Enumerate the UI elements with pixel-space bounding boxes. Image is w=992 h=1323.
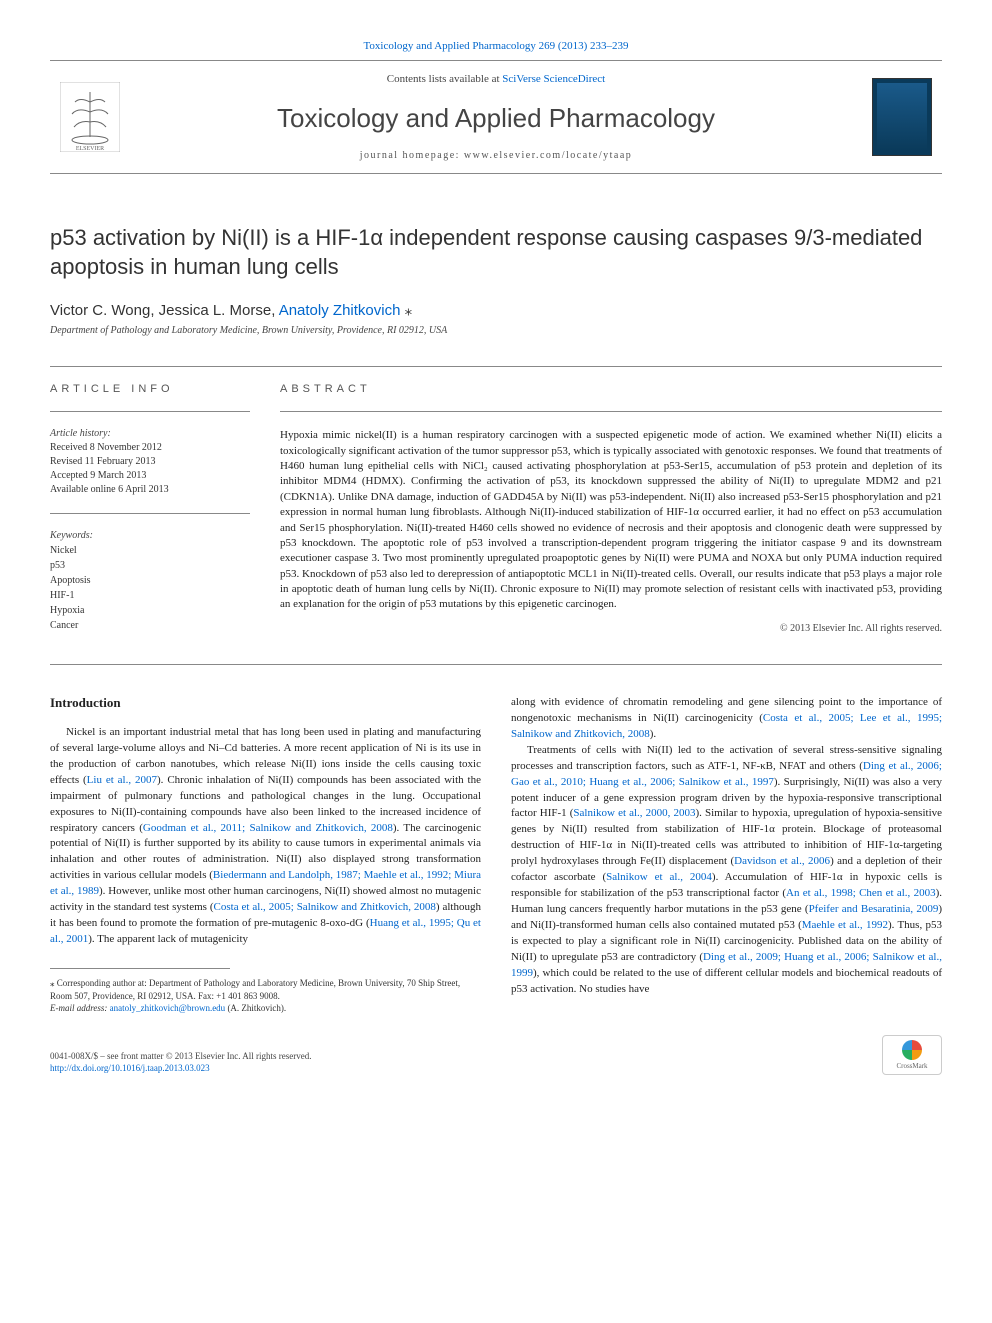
- email-suffix: (A. Zhitkovich).: [225, 1003, 286, 1013]
- keywords-label: Keywords:: [50, 530, 250, 541]
- divider-bottom: [50, 664, 942, 665]
- body-left-column: Introduction Nickel is an important indu…: [50, 695, 481, 1015]
- corresponding-footnote: ⁎ Corresponding author at: Department of…: [50, 977, 481, 1002]
- footnote-separator: [50, 968, 230, 969]
- citation-link[interactable]: Toxicology and Applied Pharmacology 269 …: [363, 40, 628, 52]
- intro-paragraph-2: Treatments of cells with Ni(II) led to t…: [511, 743, 942, 998]
- publisher-logo-container: ELSEVIER: [50, 82, 130, 152]
- abstract-header: abstract: [280, 383, 942, 395]
- doi-link[interactable]: http://dx.doi.org/10.1016/j.taap.2013.03…: [50, 1063, 210, 1073]
- journal-title: Toxicology and Applied Pharmacology: [130, 103, 862, 134]
- ref-link[interactable]: Liu et al., 2007: [87, 774, 157, 786]
- authors-prefix: Victor C. Wong, Jessica L. Morse,: [50, 302, 279, 319]
- email-footnote: E-mail address: anatoly_zhitkovich@brown…: [50, 1002, 481, 1015]
- history-label: Article history:: [50, 428, 250, 439]
- crossmark-icon: [902, 1040, 922, 1060]
- corresponding-author[interactable]: Anatoly Zhitkovich: [279, 302, 401, 319]
- ref-link[interactable]: Costa et al., 2005; Salnikow and Zhitkov…: [214, 901, 436, 913]
- affiliation: Department of Pathology and Laboratory M…: [50, 325, 942, 336]
- journal-cover-container: [862, 78, 942, 156]
- abstract-column: abstract Hypoxia mimic nickel(II) is a h…: [280, 383, 942, 634]
- abstract-text: Hypoxia mimic nickel(II) is a human resp…: [280, 428, 942, 613]
- body-two-column: Introduction Nickel is an important indu…: [50, 695, 942, 1015]
- crossmark-badge[interactable]: CrossMark: [882, 1035, 942, 1075]
- ref-link[interactable]: Goodman et al., 2011; Salnikow and Zhitk…: [143, 822, 393, 834]
- sciencedirect-link[interactable]: SciVerse ScienceDirect: [502, 73, 605, 85]
- homepage-prefix: journal homepage:: [360, 150, 464, 161]
- elsevier-tree-logo: ELSEVIER: [60, 82, 120, 152]
- homepage-url: www.elsevier.com/locate/ytaap: [464, 150, 632, 161]
- info-divider-2: [50, 513, 250, 514]
- ref-link[interactable]: Salnikow et al., 2000, 2003: [573, 807, 695, 819]
- introduction-heading: Introduction: [50, 695, 481, 711]
- corresponding-marker: ⁎: [400, 302, 412, 319]
- body-right-column: along with evidence of chromatin remodel…: [511, 695, 942, 1015]
- article-info-column: article info Article history: Received 8…: [50, 383, 250, 634]
- crossmark-label: CrossMark: [896, 1062, 927, 1070]
- intro-paragraph-1: Nickel is an important industrial metal …: [50, 725, 481, 948]
- page-footer: 0041-008X/$ – see front matter © 2013 El…: [50, 1035, 942, 1075]
- ref-link[interactable]: Pfeifer and Besaratinia, 2009: [809, 903, 939, 915]
- authors-line: Victor C. Wong, Jessica L. Morse, Anatol…: [50, 301, 942, 319]
- contents-line: Contents lists available at SciVerse Sci…: [130, 73, 862, 85]
- email-label: E-mail address:: [50, 1003, 110, 1013]
- abstract-divider: [280, 411, 942, 412]
- citation-header: Toxicology and Applied Pharmacology 269 …: [50, 40, 942, 52]
- article-title: p53 activation by Ni(II) is a HIF-1α ind…: [50, 224, 942, 281]
- email-link[interactable]: anatoly_zhitkovich@brown.edu: [110, 1003, 226, 1013]
- keywords-list: Nickel p53 Apoptosis HIF-1 Hypoxia Cance…: [50, 543, 250, 633]
- ref-link[interactable]: Davidson et al., 2006: [734, 855, 830, 867]
- ref-link[interactable]: Maehle et al., 1992: [802, 919, 888, 931]
- journal-cover-thumbnail: [872, 78, 932, 156]
- intro-paragraph-1-cont: along with evidence of chromatin remodel…: [511, 695, 942, 743]
- issn-line: 0041-008X/$ – see front matter © 2013 El…: [50, 1050, 312, 1063]
- journal-banner: ELSEVIER Contents lists available at Sci…: [50, 60, 942, 174]
- ref-link[interactable]: Salnikow et al., 2004: [606, 871, 712, 883]
- info-divider-1: [50, 411, 250, 412]
- divider-top: [50, 366, 942, 367]
- ref-link[interactable]: An et al., 1998; Chen et al., 2003: [786, 887, 936, 899]
- svg-text:ELSEVIER: ELSEVIER: [76, 146, 104, 152]
- article-info-header: article info: [50, 383, 250, 395]
- homepage-line: journal homepage: www.elsevier.com/locat…: [130, 150, 862, 161]
- banner-center: Contents lists available at SciVerse Sci…: [130, 73, 862, 161]
- history-text: Received 8 November 2012 Revised 11 Febr…: [50, 441, 250, 497]
- footer-left: 0041-008X/$ – see front matter © 2013 El…: [50, 1050, 312, 1075]
- abstract-copyright: © 2013 Elsevier Inc. All rights reserved…: [280, 623, 942, 634]
- contents-prefix: Contents lists available at: [387, 73, 502, 85]
- info-abstract-row: article info Article history: Received 8…: [50, 383, 942, 634]
